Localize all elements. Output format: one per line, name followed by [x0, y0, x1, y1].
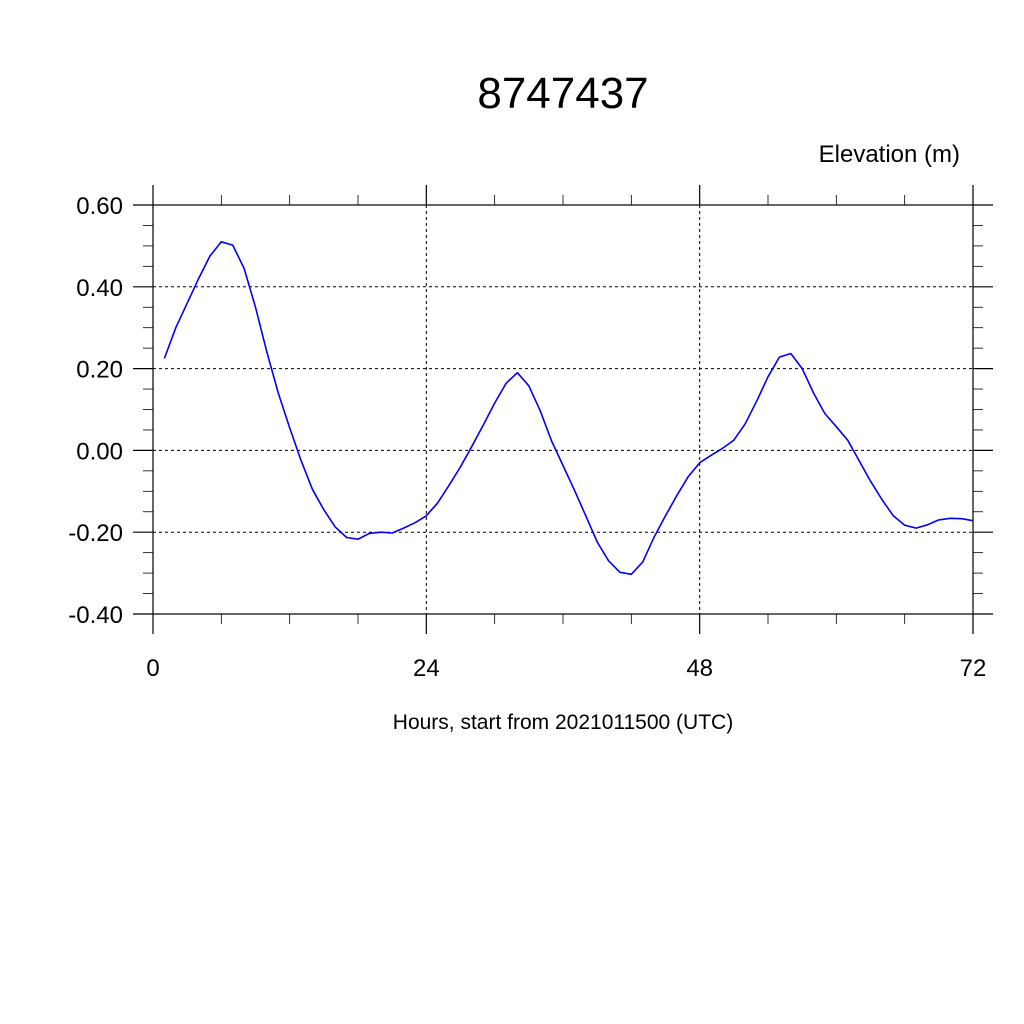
y-tick-label: 0.00	[76, 438, 123, 465]
x-tick-labels: 0 24 48 72	[146, 655, 986, 682]
elevation-series-line	[163, 241, 974, 576]
x-tick-label: 24	[413, 655, 440, 682]
x-tick-label: 48	[686, 655, 713, 682]
y-tick-label: -0.20	[68, 520, 123, 547]
y-tick-labels: -0.40 -0.20 0.00 0.20 0.40 0.60	[68, 193, 123, 629]
x-axis-label: Hours, start from 2021011500 (UTC)	[393, 711, 733, 734]
grid-lines	[153, 205, 973, 614]
x-tick-label: 72	[960, 655, 987, 682]
y-tick-label: 0.40	[76, 275, 123, 302]
x-tick-label: 0	[146, 655, 159, 682]
y-tick-label: 0.20	[76, 357, 123, 384]
y-tick-label: 0.60	[76, 193, 123, 220]
plot-frame	[152, 204, 974, 615]
axis-ticks	[133, 185, 993, 634]
chart-title: 8747437	[477, 69, 648, 118]
y-tick-label: -0.40	[68, 602, 123, 629]
y-axis-label: Elevation (m)	[819, 141, 960, 168]
